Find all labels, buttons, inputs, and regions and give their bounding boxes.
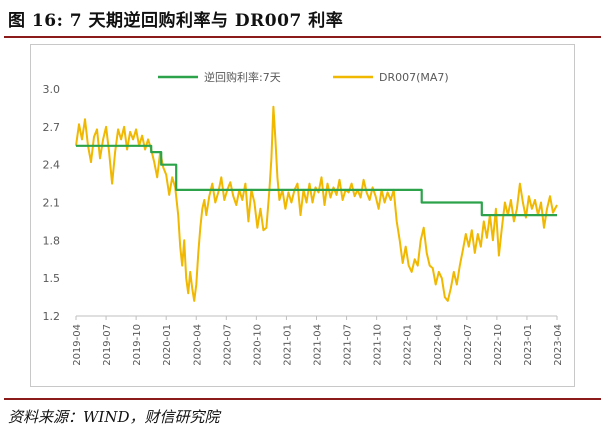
series-layer [75, 105, 558, 302]
y-tick-label: 1.5 [43, 272, 61, 285]
x-tick-label: 2021-04 [313, 324, 324, 366]
x-tick-label: 2020-10 [252, 324, 263, 366]
legend-label-repo-rate: 逆回购利率:7天 [204, 70, 281, 84]
chart-legend: 逆回购利率:7天 DR007(MA7) [158, 70, 449, 84]
y-tick-label: 1.8 [43, 234, 61, 247]
title-rule [4, 36, 601, 38]
x-tick-label: 2022-01 [403, 324, 414, 366]
figure-title: 图 16: 7 天期逆回购利率与 DR007 利率 [8, 11, 344, 31]
axis-layer: 3.0 2.7 2.4 2.1 1.8 1.5 1.2 2019-04 2019-07 2019-… [43, 83, 565, 366]
y-tick-label: 3.0 [43, 83, 61, 96]
x-tick-label: 2021-07 [343, 324, 354, 366]
y-tick-label: 2.7 [43, 121, 61, 134]
x-tick-label: 2019-07 [102, 324, 113, 366]
series-line-repo-rate [76, 144, 557, 217]
x-tick-label: 2023-04 [553, 324, 564, 366]
chart-frame [30, 44, 575, 387]
y-tick-label: 1.2 [43, 310, 61, 323]
x-tick-label: 2023-01 [523, 324, 534, 366]
source-note: 资料来源：WIND，财信研究院 [8, 408, 220, 426]
x-tick-label: 2019-10 [132, 324, 143, 366]
x-tick-label: 2019-04 [72, 324, 83, 366]
x-tick-label: 2021-10 [373, 324, 384, 366]
x-tick-label: 2020-04 [192, 324, 203, 366]
x-tick-label: 2022-10 [493, 324, 504, 366]
x-tick-label: 2020-01 [162, 324, 173, 366]
x-tick-label: 2021-01 [282, 324, 293, 366]
x-tick-label: 2022-04 [433, 324, 444, 366]
x-tick-label: 2020-07 [222, 324, 233, 366]
x-tick-label: 2022-07 [463, 324, 474, 366]
source-rule [4, 398, 601, 400]
legend-label-dr007: DR007(MA7) [379, 71, 449, 84]
y-tick-label: 2.1 [43, 197, 61, 210]
y-tick-label: 2.4 [43, 159, 61, 172]
series-line-dr007 [75, 105, 558, 302]
